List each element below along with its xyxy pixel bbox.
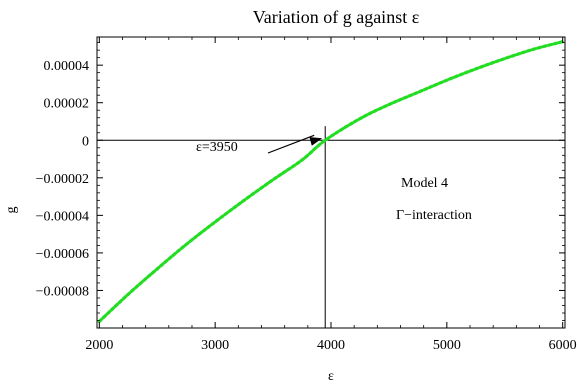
y-tick-label: −0.00002: [36, 172, 89, 187]
interaction-label: Γ−interaction: [396, 208, 472, 223]
x-tick-label: 4000: [317, 338, 345, 353]
y-tick-label: −0.00008: [36, 284, 89, 299]
x-tick-label: 3000: [201, 338, 229, 353]
series-line: [97, 40, 565, 324]
annotation-arrow-shaft: [267, 134, 315, 154]
y-tick-label: −0.00004: [36, 209, 89, 224]
y-tick-label: 0: [82, 134, 89, 149]
y-axis-label: g: [4, 207, 19, 214]
reference-lines: [97, 126, 565, 328]
arrow-annotation-label: ε=3950: [196, 140, 238, 155]
y-tick-label: 0.00004: [44, 59, 90, 74]
x-axis: 2000 3000 4000 5000 6000: [85, 37, 577, 353]
plot-frame: [96, 36, 566, 329]
y-tick-label: 0.00002: [44, 97, 90, 112]
annotation-arrow-head: [309, 137, 323, 146]
series-group: [97, 40, 565, 324]
chart-title: Variation of g against ε: [253, 7, 420, 27]
y-tick-label: −0.00006: [36, 247, 89, 262]
x-axis-label: ε: [328, 369, 334, 384]
x-tick-label: 5000: [433, 338, 461, 353]
model-label: Model 4: [401, 176, 448, 191]
x-tick-label: 2000: [85, 338, 113, 353]
x-tick-label: 6000: [549, 338, 577, 353]
annotations: ε=3950 Model 4 Γ−interaction: [196, 134, 472, 223]
y-axis: 0.00004 0.00002 0 −0.00002 −0.00004 −0.00006 −…: [36, 42, 565, 321]
